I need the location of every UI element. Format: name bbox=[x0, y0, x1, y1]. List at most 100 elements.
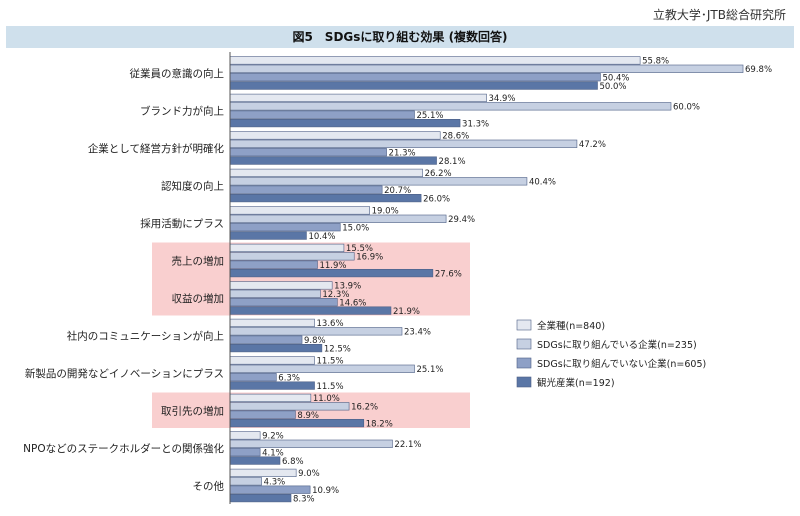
value-label: 29.4% bbox=[448, 215, 475, 225]
value-label: 8.3% bbox=[293, 494, 315, 504]
value-label: 15.0% bbox=[342, 223, 369, 233]
value-label: 10.9% bbox=[312, 486, 339, 496]
value-label: 6.3% bbox=[278, 373, 300, 383]
value-label: 9.8% bbox=[304, 336, 326, 346]
value-label: 40.4% bbox=[529, 178, 556, 188]
bar bbox=[229, 281, 333, 290]
value-label: 12.5% bbox=[324, 344, 351, 354]
category-label: 売上の増加 bbox=[172, 254, 225, 267]
category-label: 社内のコミュニケーションが向上 bbox=[67, 329, 224, 342]
value-label: 18.2% bbox=[366, 419, 393, 429]
value-label: 19.0% bbox=[372, 207, 399, 217]
value-label: 21.9% bbox=[393, 307, 420, 317]
bar bbox=[229, 327, 403, 336]
value-label: 4.3% bbox=[264, 478, 286, 488]
value-label: 28.6% bbox=[442, 132, 469, 142]
bar bbox=[229, 306, 392, 315]
value-label: 69.8% bbox=[745, 65, 772, 75]
bar bbox=[229, 477, 262, 486]
bar bbox=[229, 268, 434, 278]
legend-label: 観光産業(n=192) bbox=[537, 377, 615, 389]
bar bbox=[229, 156, 437, 165]
bar bbox=[229, 260, 318, 269]
bar bbox=[229, 402, 350, 411]
bar bbox=[229, 439, 393, 448]
legend-label: 全業種(n=840) bbox=[537, 320, 605, 332]
bar bbox=[229, 318, 315, 328]
value-label: 50.4% bbox=[602, 73, 629, 83]
legend-label: SDGsに取り組んでいない企業(n=605) bbox=[537, 358, 706, 370]
bar bbox=[229, 206, 370, 215]
value-label: 13.6% bbox=[317, 319, 344, 329]
value-label: 12.3% bbox=[322, 290, 349, 300]
value-label: 47.2% bbox=[579, 140, 606, 150]
legend-swatch bbox=[516, 338, 532, 350]
bar bbox=[229, 102, 672, 111]
value-label: 11.5% bbox=[317, 382, 344, 392]
bar bbox=[229, 119, 461, 128]
value-label: 13.9% bbox=[334, 282, 361, 292]
bar bbox=[229, 131, 441, 140]
bar bbox=[229, 223, 341, 232]
bar bbox=[229, 194, 422, 203]
value-label: 11.0% bbox=[313, 394, 340, 404]
value-label: 26.2% bbox=[425, 169, 452, 179]
category-label: 新製品の開発などイノベーションにプラス bbox=[25, 367, 224, 380]
category-label: 取引先の増加 bbox=[161, 404, 224, 417]
bar bbox=[229, 177, 528, 186]
value-label: 6.8% bbox=[282, 457, 304, 467]
legend-swatch bbox=[516, 357, 532, 369]
bar bbox=[229, 356, 315, 365]
bar bbox=[229, 381, 315, 390]
value-label: 26.0% bbox=[423, 194, 450, 204]
bar bbox=[229, 148, 387, 157]
bar bbox=[229, 73, 601, 82]
bar bbox=[229, 298, 338, 307]
category-label: ブランド力が向上 bbox=[140, 104, 224, 117]
category-label: 収益の増加 bbox=[172, 292, 225, 305]
value-label: 8.9% bbox=[297, 411, 319, 421]
value-label: 25.1% bbox=[416, 365, 443, 375]
bar bbox=[229, 64, 744, 73]
value-label: 21.3% bbox=[389, 148, 416, 158]
bar bbox=[229, 139, 578, 148]
category-label: NPOなどのステークホルダーとの関係強化 bbox=[23, 442, 224, 455]
value-label: 34.9% bbox=[489, 94, 516, 104]
value-label: 27.6% bbox=[435, 269, 462, 279]
value-label: 16.9% bbox=[356, 253, 383, 263]
bar bbox=[229, 343, 323, 353]
bar bbox=[229, 448, 261, 457]
value-label: 11.5% bbox=[317, 357, 344, 367]
value-label: 4.1% bbox=[262, 448, 284, 458]
bar bbox=[229, 418, 365, 428]
bar bbox=[229, 431, 261, 440]
category-label: 従業員の意識の向上 bbox=[130, 67, 225, 80]
value-label: 16.2% bbox=[351, 403, 378, 413]
bar bbox=[229, 168, 423, 178]
legend-swatch bbox=[516, 376, 532, 388]
value-label: 15.5% bbox=[346, 244, 373, 254]
chart-title: 図5 SDGsに取り組む効果 (複数回答) bbox=[6, 26, 794, 48]
bar bbox=[229, 231, 307, 240]
bar bbox=[229, 81, 598, 90]
bar bbox=[229, 456, 281, 465]
value-label: 50.0% bbox=[600, 82, 627, 92]
bar bbox=[229, 93, 487, 102]
category-label: 企業として経営方針が明確化 bbox=[88, 142, 225, 155]
bar bbox=[229, 364, 415, 373]
bar bbox=[229, 485, 311, 494]
bar bbox=[229, 243, 345, 253]
value-label: 10.4% bbox=[308, 232, 335, 242]
value-label: 9.2% bbox=[262, 432, 284, 442]
bar bbox=[229, 373, 277, 382]
value-label: 14.6% bbox=[339, 298, 366, 308]
bar bbox=[229, 56, 641, 65]
bar bbox=[229, 410, 296, 419]
category-label: その他 bbox=[193, 479, 225, 492]
value-label: 25.1% bbox=[416, 111, 443, 121]
bar bbox=[229, 252, 355, 261]
bar bbox=[229, 393, 312, 403]
bar bbox=[229, 185, 383, 194]
bar bbox=[229, 110, 415, 119]
